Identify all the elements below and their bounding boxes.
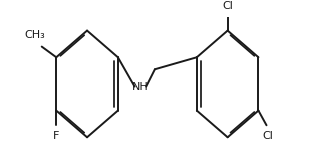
Text: F: F [53, 131, 59, 141]
Text: Cl: Cl [222, 1, 233, 11]
Text: CH₃: CH₃ [25, 30, 46, 40]
Text: Cl: Cl [263, 131, 274, 141]
Text: NH: NH [132, 82, 149, 92]
